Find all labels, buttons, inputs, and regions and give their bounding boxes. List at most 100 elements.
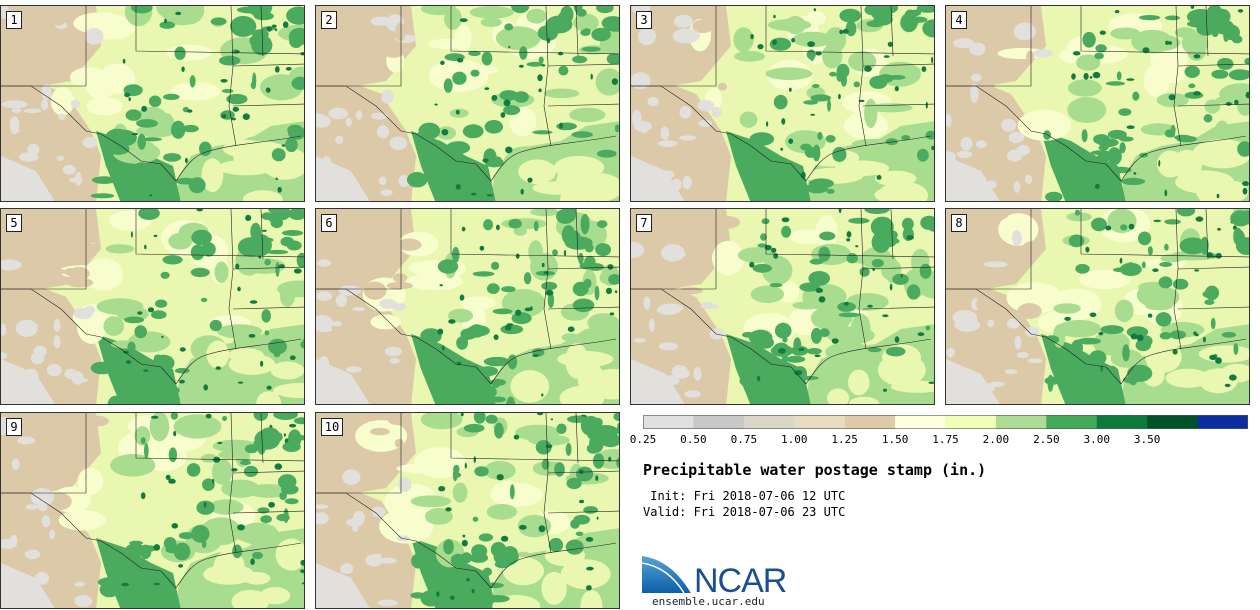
pw-patch [363, 281, 387, 300]
pw-patch [842, 28, 849, 34]
pw-patch [1118, 108, 1132, 116]
pw-patch [804, 146, 817, 158]
pw-patch [492, 380, 500, 388]
pw-patch [960, 137, 973, 151]
pw-patch [524, 307, 532, 312]
pw-patch [1158, 276, 1173, 289]
pw-patch [119, 365, 131, 378]
pw-patch [750, 285, 785, 303]
pw-patch [714, 216, 741, 229]
pw-patch [1105, 81, 1126, 86]
pw-patch [163, 153, 182, 162]
pw-patch [989, 381, 1005, 387]
pw-patch [376, 241, 403, 253]
pw-patch [490, 396, 506, 403]
pw-patch [535, 440, 552, 455]
pw-patch [921, 66, 927, 72]
website-link[interactable]: ensemble.ucar.edu [652, 595, 765, 608]
pw-patch [211, 478, 215, 484]
pw-patch [1097, 152, 1110, 164]
pw-patch [445, 185, 459, 199]
pw-patch [441, 345, 445, 351]
pw-patch [90, 193, 115, 199]
state-border [490, 135, 617, 182]
pw-patch [384, 346, 402, 357]
pw-patch [586, 566, 594, 571]
pw-patch [122, 58, 126, 64]
pw-patch [248, 234, 272, 257]
pw-patch [191, 229, 212, 246]
pw-patch [1216, 193, 1220, 199]
pw-patch [160, 393, 180, 404]
pw-patch [1047, 374, 1054, 392]
pw-patch [764, 244, 772, 251]
pw-patch [1217, 57, 1234, 70]
state-border [946, 85, 1122, 182]
pw-patch [15, 319, 38, 337]
pw-patch [733, 27, 754, 52]
pw-patch [756, 375, 761, 382]
member-map-panel: 8 [945, 208, 1250, 405]
pw-patch [583, 506, 598, 514]
pw-patch [500, 324, 524, 335]
pw-patch [228, 348, 264, 363]
pw-patch [906, 284, 921, 300]
state-border [1, 85, 177, 182]
pw-patch [633, 374, 647, 381]
pw-patch [541, 262, 545, 268]
pw-patch [1064, 316, 1071, 321]
pw-patch [538, 88, 542, 93]
pw-patch [370, 314, 401, 330]
pw-patch [441, 129, 449, 136]
pw-patch [491, 94, 498, 101]
pw-patch [1215, 357, 1222, 364]
pw-patch [220, 79, 228, 83]
pw-patch [1033, 49, 1053, 58]
pw-patch [346, 518, 364, 527]
pw-patch [182, 124, 199, 133]
pw-patch [136, 119, 158, 128]
pw-patch [322, 156, 332, 168]
pw-patch [275, 28, 278, 32]
pw-patch [557, 51, 564, 56]
pw-patch [221, 113, 227, 119]
pw-patch [110, 454, 156, 477]
pw-patch [846, 253, 858, 264]
pw-patch [492, 308, 513, 315]
pw-patch [1095, 184, 1100, 189]
pw-patch [532, 130, 553, 135]
pw-patch [1053, 303, 1081, 314]
state-border [1120, 135, 1247, 182]
pw-patch [370, 16, 391, 26]
pw-patch [1158, 160, 1161, 167]
pw-patch [340, 563, 354, 575]
pw-patch [883, 55, 890, 58]
pw-patch [1119, 142, 1126, 154]
pw-patch [519, 64, 524, 68]
pw-patch [96, 298, 144, 315]
pw-patch [286, 240, 302, 251]
pw-patch [711, 106, 722, 118]
pw-patch [616, 457, 619, 468]
pw-patch [871, 231, 891, 253]
pw-patch [470, 69, 480, 77]
pw-patch [679, 106, 692, 119]
pw-patch [1204, 99, 1221, 114]
pw-patch [1228, 69, 1249, 81]
pw-patch [846, 293, 889, 311]
pw-patch [541, 64, 546, 67]
pw-patch [773, 253, 779, 259]
pw-patch [594, 285, 600, 301]
pw-patch [1202, 336, 1206, 343]
pw-patch [281, 144, 286, 147]
pw-patch [23, 108, 42, 114]
pw-patch [84, 305, 95, 315]
pw-patch [637, 164, 652, 175]
pw-patch [1142, 47, 1150, 54]
pw-patch [983, 389, 990, 395]
pw-patch [331, 321, 343, 327]
pw-patch [1093, 330, 1130, 356]
pw-patch [585, 243, 594, 253]
pw-patch [151, 310, 167, 320]
pw-patch [765, 67, 813, 80]
